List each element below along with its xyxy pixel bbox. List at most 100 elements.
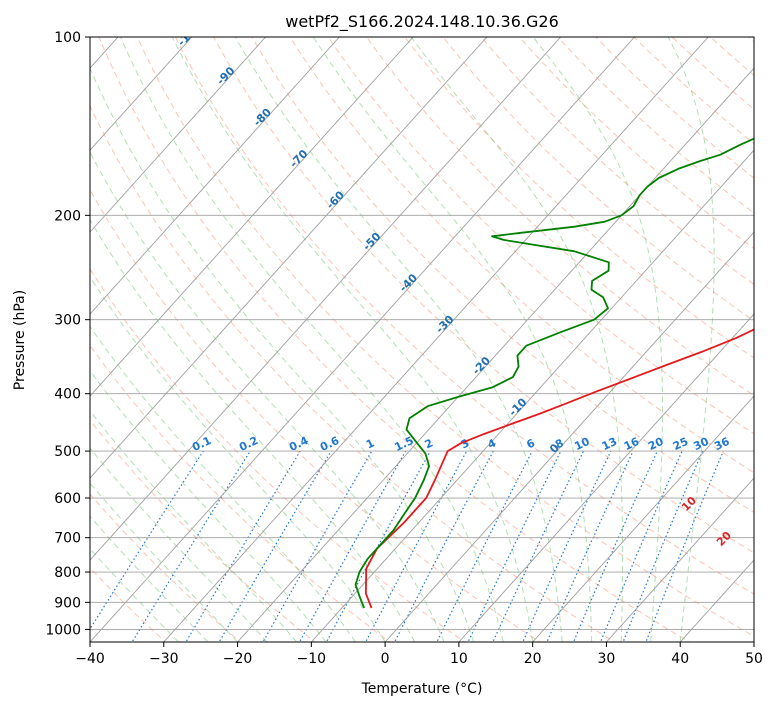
- moist-adiabat-line: [532, 37, 663, 642]
- mixing-ratio-line: [645, 450, 724, 642]
- moist-adiabat-line: [410, 37, 624, 642]
- isotherm-label: -60: [324, 188, 347, 211]
- isotherm-line: [90, 37, 340, 315]
- theta-label: 30: [753, 559, 773, 579]
- moist-adiabat-line: [90, 369, 327, 642]
- y-tick-label: 500: [54, 444, 81, 460]
- moist-adiabat-line: [234, 37, 563, 642]
- mixing-ratio-line: [131, 450, 251, 642]
- moist-adiabat-line: [90, 482, 238, 642]
- moist-adiabat-line: [667, 37, 715, 642]
- mixing-ratio-label: 4: [486, 436, 499, 451]
- mixing-ratio-line: [393, 450, 494, 642]
- isotherm-line: [753, 641, 754, 642]
- x-axis: −40 −30 −20 −10 0 10 20 30 40 50: [75, 642, 763, 667]
- x-tick-label: 30: [598, 651, 616, 667]
- isotherm-line: [163, 37, 709, 642]
- moist-adiabat-line: [90, 218, 416, 642]
- dry-adiabat-line: [404, 37, 754, 359]
- grid: [90, 37, 754, 642]
- moist-adiabat-line: [90, 410, 297, 642]
- theta-label: 20: [714, 529, 734, 549]
- moist-adiabat-line: [90, 325, 356, 642]
- y-tick-label: 400: [54, 387, 81, 403]
- y-tick-label: 700: [54, 531, 81, 547]
- dry-adiabat-line: [365, 37, 754, 397]
- isotherm-line: [90, 37, 562, 561]
- dry-adiabat-line: [90, 344, 391, 642]
- mixing-ratio-line: [622, 450, 704, 642]
- mixing-ratio-label: 16: [622, 435, 642, 453]
- mixing-ratio-line: [599, 450, 683, 642]
- isotherm-label: -90: [214, 64, 237, 87]
- mixing-ratio-label: 1: [364, 436, 376, 451]
- isotherm-label: -50: [360, 230, 383, 253]
- y-tick-label: 100: [54, 30, 81, 46]
- y-tick-label: 200: [54, 208, 81, 224]
- isotherm-label: -10: [506, 395, 529, 418]
- isotherm-label: -70: [287, 147, 310, 170]
- x-tick-label: 20: [524, 651, 542, 667]
- x-tick-label: −10: [297, 651, 327, 667]
- moist-adiabat-line: [90, 66, 475, 642]
- y-tick-label: 300: [54, 313, 81, 329]
- moist-adiabat-line: [119, 37, 504, 642]
- isotherm-line: [384, 231, 754, 642]
- isotherm-line: [237, 67, 754, 642]
- mixing-ratio-line: [467, 450, 562, 642]
- y-axis: 100 200 300 400 500 600 700 800 900 1000: [45, 30, 90, 638]
- mixing-ratio-label: 20: [646, 435, 666, 453]
- dry-adiabat-line: [442, 37, 754, 322]
- mixing-ratio-label: 25: [671, 435, 690, 453]
- mixing-ratio-line: [572, 450, 658, 642]
- mixing-ratio-label: 6: [525, 436, 538, 451]
- x-tick-label: −40: [75, 651, 105, 667]
- plot-frame: [89, 36, 755, 643]
- moist-adiabat-line: [90, 515, 209, 642]
- chart-title: wetPf2_S166.2024.148.10.36.G26: [285, 12, 559, 32]
- dry-adiabat-line: [671, 37, 754, 110]
- x-tick-label: 50: [745, 651, 763, 667]
- dry-adiabat-line: [289, 37, 754, 474]
- mixing-ratio-line: [436, 450, 533, 642]
- dry-adiabat-line: [251, 37, 754, 514]
- mixing-ratio-line: [298, 450, 407, 642]
- isotherm-line: [90, 37, 193, 151]
- mixing-ratio-line: [546, 450, 634, 642]
- isotherm-line: [90, 37, 414, 397]
- isotherm-label: -20: [470, 354, 493, 377]
- dry-adiabat-line: [213, 37, 754, 554]
- moist-adiabat-line: [90, 276, 386, 642]
- moist-adiabat-line: [90, 447, 268, 642]
- y-axis-label: Pressure (hPa): [12, 290, 28, 390]
- y-tick-label: 1000: [45, 622, 81, 638]
- x-axis-label: Temperature (°C): [361, 681, 483, 697]
- mixing-ratio-label: 36: [712, 435, 732, 453]
- dry-adiabat-line: [136, 37, 754, 637]
- background-labels: -100-90-80-70-60-50-40-30-20-1000.1 0.2 0.…: [175, 20, 773, 580]
- mixing-ratio-line: [218, 450, 332, 642]
- profiles: [354, 137, 754, 609]
- x-tick-label: 10: [450, 651, 468, 667]
- x-tick-label: 40: [671, 651, 689, 667]
- moist-adiabat-line: [90, 151, 445, 642]
- x-tick-label: 0: [381, 651, 390, 667]
- x-tick-label: −20: [223, 651, 253, 667]
- mixing-ratio-label: 30: [691, 435, 711, 453]
- dry-adiabat-line: [90, 268, 466, 642]
- mixing-ratio-line: [522, 450, 612, 642]
- x-tick-label: −30: [149, 651, 179, 667]
- isotherm-line: [532, 395, 754, 642]
- temperature-profile: [365, 328, 754, 609]
- mixing-ratio-line: [492, 450, 585, 642]
- y-tick-label: 800: [54, 565, 81, 581]
- dry-adiabat-line: [90, 419, 316, 642]
- isotherm-label: -100: [175, 20, 204, 49]
- moist-adiabat-line: [171, 37, 534, 642]
- mixing-ratio-label: 13: [600, 435, 619, 453]
- isotherm-label: -80: [251, 105, 274, 128]
- mixing-ratio-line: [90, 450, 204, 631]
- isotherm-line: [310, 149, 754, 642]
- dry-adiabat-line: [327, 37, 754, 435]
